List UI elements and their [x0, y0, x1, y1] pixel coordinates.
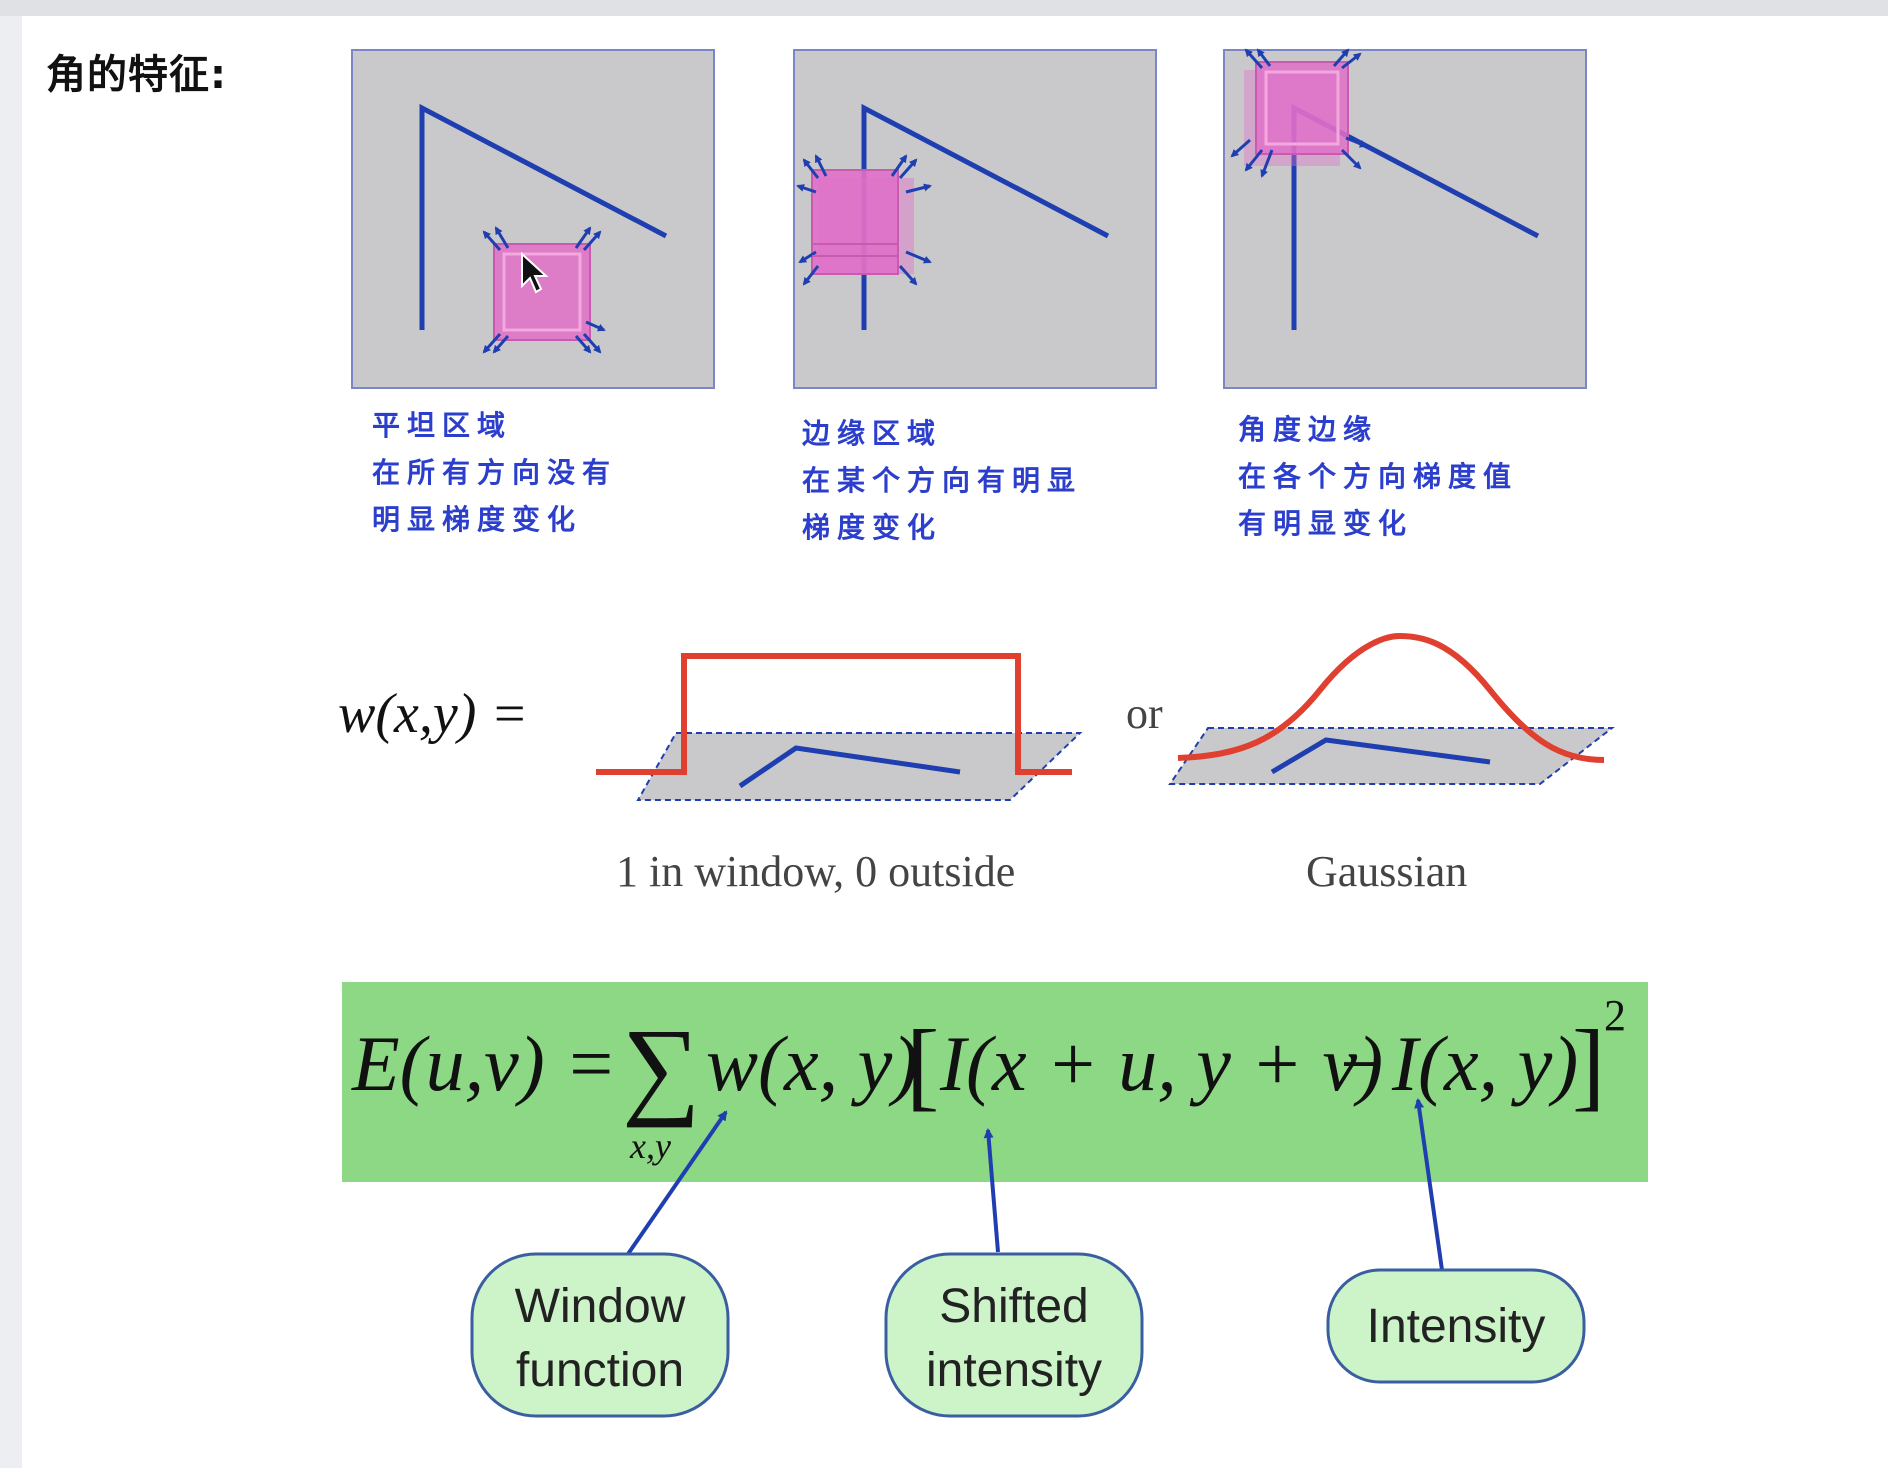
- gaussian-window-plot: [1168, 632, 1615, 785]
- window-square: [1230, 48, 1368, 178]
- arrow-icon: [983, 1128, 1000, 1253]
- box-window-plot: [596, 653, 1083, 801]
- arrow-icon: [626, 1110, 728, 1256]
- equation-minus: −: [1340, 1020, 1384, 1107]
- caption-line: 梯度变化: [802, 511, 943, 544]
- caption-line: 在所有方向没有: [372, 456, 618, 489]
- equation-left-bracket: [: [906, 1009, 939, 1120]
- window-function-row: w(x,y) = or 1 in window, 0 outside Gauss…: [338, 632, 1615, 896]
- equation-intensity-term: I(x, y): [1391, 1020, 1578, 1107]
- equation-sum-subscript: x,y: [629, 1126, 671, 1166]
- equation-lhs: E(u,v) =: [351, 1020, 617, 1107]
- panel-2-caption: 边缘区域 在某个方向有明显 梯度变化: [802, 410, 1082, 551]
- box-window-label: 1 in window, 0 outside: [616, 847, 1015, 896]
- equation-background: [342, 982, 1648, 1182]
- bubble-text: Window: [515, 1280, 686, 1333]
- caption-line: 平坦区域: [372, 409, 513, 442]
- equation-exponent: 2: [1604, 991, 1626, 1040]
- or-label: or: [1126, 689, 1163, 738]
- bubble-text: Intensity: [1367, 1300, 1546, 1353]
- window-function-lhs: w(x,y) =: [338, 683, 528, 745]
- window-top-bar: [0, 0, 1888, 16]
- caption-line: 边缘区域: [802, 417, 943, 450]
- panel-1-caption: 平坦区域 在所有方向没有 明显梯度变化: [372, 402, 617, 543]
- caption-line: 在各个方向梯度值: [1238, 460, 1519, 493]
- left-gutter: [0, 16, 22, 1468]
- window-square: [796, 154, 932, 286]
- arrow-icon: [1414, 1098, 1444, 1271]
- caption-line: 明显梯度变化: [372, 503, 583, 536]
- panel-corner-region: [1223, 48, 1587, 389]
- bubble-intensity: Intensity: [1326, 1268, 1586, 1384]
- section-heading: 角的特征:: [46, 52, 227, 98]
- bubble-text: intensity: [926, 1344, 1102, 1397]
- bubble-window-function: Window function: [470, 1252, 730, 1418]
- gaussian-window-label: Gaussian: [1306, 847, 1467, 896]
- caption-line: 角度边缘: [1238, 413, 1379, 446]
- equation-sum: ∑: [622, 1006, 700, 1128]
- panel-flat-region: [351, 49, 715, 389]
- bubble-text: Shifted: [939, 1280, 1088, 1333]
- panel-3-caption: 角度边缘 在各个方向梯度值 有明显变化: [1238, 406, 1518, 547]
- mouse-cursor-icon: [521, 251, 549, 294]
- panel-edge-region: [793, 49, 1157, 389]
- energy-equation: E(u,v) = ∑ x,y w(x, y) [ I(x + u, y + v)…: [342, 982, 1648, 1182]
- caption-line: 在某个方向有明显: [802, 464, 1083, 497]
- annotation-arrows: [626, 1098, 1444, 1271]
- caption-line: 有明显变化: [1238, 507, 1414, 540]
- window-square: [482, 226, 606, 354]
- equation-right-bracket: ]: [1572, 1009, 1605, 1120]
- bubble-shifted-intensity: Shifted intensity: [884, 1252, 1144, 1418]
- bubble-text: function: [516, 1344, 684, 1397]
- equation-shifted-term: I(x + u, y + v): [939, 1020, 1383, 1107]
- equation-window-term: w(x, y): [706, 1020, 918, 1107]
